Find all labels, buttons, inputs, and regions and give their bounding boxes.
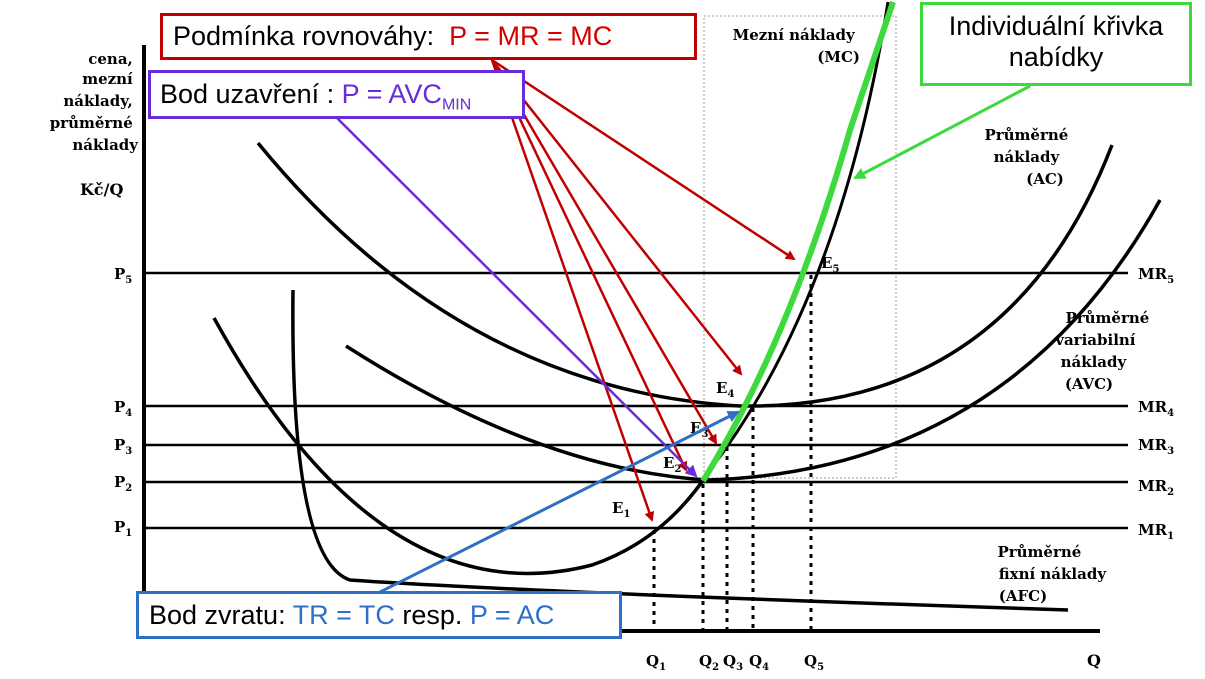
mc-region-box [703,15,897,479]
p4-label: P4 [114,398,132,419]
arrow-to-e3 [490,59,718,445]
shutdown-point-prefix: Bod uzavření : [160,79,342,109]
p2-label: P2 [114,473,132,494]
ac-curve-label: Průměrné náklady (AC) [984,126,1073,188]
p3-label: P3 [114,436,132,457]
mc-upper-curve [708,1,890,471]
e4-label: E4 [716,379,734,400]
arrow-to-e1 [490,59,655,522]
y-axis-label: cena, mezní náklady, průměrné náklady [50,50,140,154]
break-even-middle: resp. [394,600,470,630]
p1-label: P1 [114,518,132,539]
x-axis-label: Q [1087,651,1101,670]
afc-curve-label: Průměrné fixní náklady (AFC) [997,543,1111,605]
break-even-formula-1: TR = TC [292,600,395,630]
supply-arrow [853,84,1031,180]
break-even-box: Bod zvratu: TR = TC resp. P = AC [136,591,622,639]
supply-curve [700,1,896,483]
equilibrium-condition-box: Podmínka rovnováhy: P = MR = MC [160,13,697,60]
q1-label: Q1 [646,652,666,673]
e2-label: E2 [663,454,681,475]
mr2-label: MR2 [1138,477,1174,498]
q3-label: Q3 [723,652,743,673]
y-axis-unit: Kč/Q [80,180,123,199]
e1-label: E1 [612,499,630,520]
avc-curve-label: Průměrné variabilní náklady (AVC) [1054,309,1154,393]
ac-curve [256,141,1114,408]
supply-curve-box: Individuální křivka nabídky [920,2,1192,86]
break-even-arrow [379,410,740,594]
q4-label: Q4 [749,652,769,673]
q2-label: Q2 [699,652,719,673]
q5-label: Q5 [804,652,824,673]
break-even-prefix: Bod zvratu: [149,600,293,630]
mr3-label: MR3 [1138,436,1174,457]
mc-curve-label: Mezní náklady (MC) [733,26,860,66]
shutdown-arrow [334,115,698,478]
equilibrium-condition-prefix: Podmínka rovnováhy: [173,21,450,51]
shutdown-point-box: Bod uzavření : P = AVCMIN [148,70,525,119]
equilibrium-arrows [490,58,796,522]
e3-label: E3 [690,419,708,440]
equilibrium-condition-formula: P = MR = MC [449,21,613,51]
arrow-to-e4 [491,59,743,376]
supply-curve-label-line-2: nabídky [1008,42,1104,73]
arrow-to-e5 [491,58,796,261]
mr4-label: MR4 [1138,398,1174,419]
mr5-label: MR5 [1138,265,1174,286]
shutdown-point-formula-sub: MIN [441,96,472,114]
break-even-formula-2: P = AC [469,600,555,630]
p5-label: P5 [114,265,132,286]
e5-label: E5 [821,254,839,275]
supply-curve-label-line-1: Individuální křivka [948,11,1164,41]
mr1-label: MR1 [1138,521,1174,542]
arrow-to-e2 [490,59,688,472]
shutdown-point-formula: P = AVC [341,79,442,109]
avc-curve [345,199,1162,482]
afc-curve [291,289,1069,612]
